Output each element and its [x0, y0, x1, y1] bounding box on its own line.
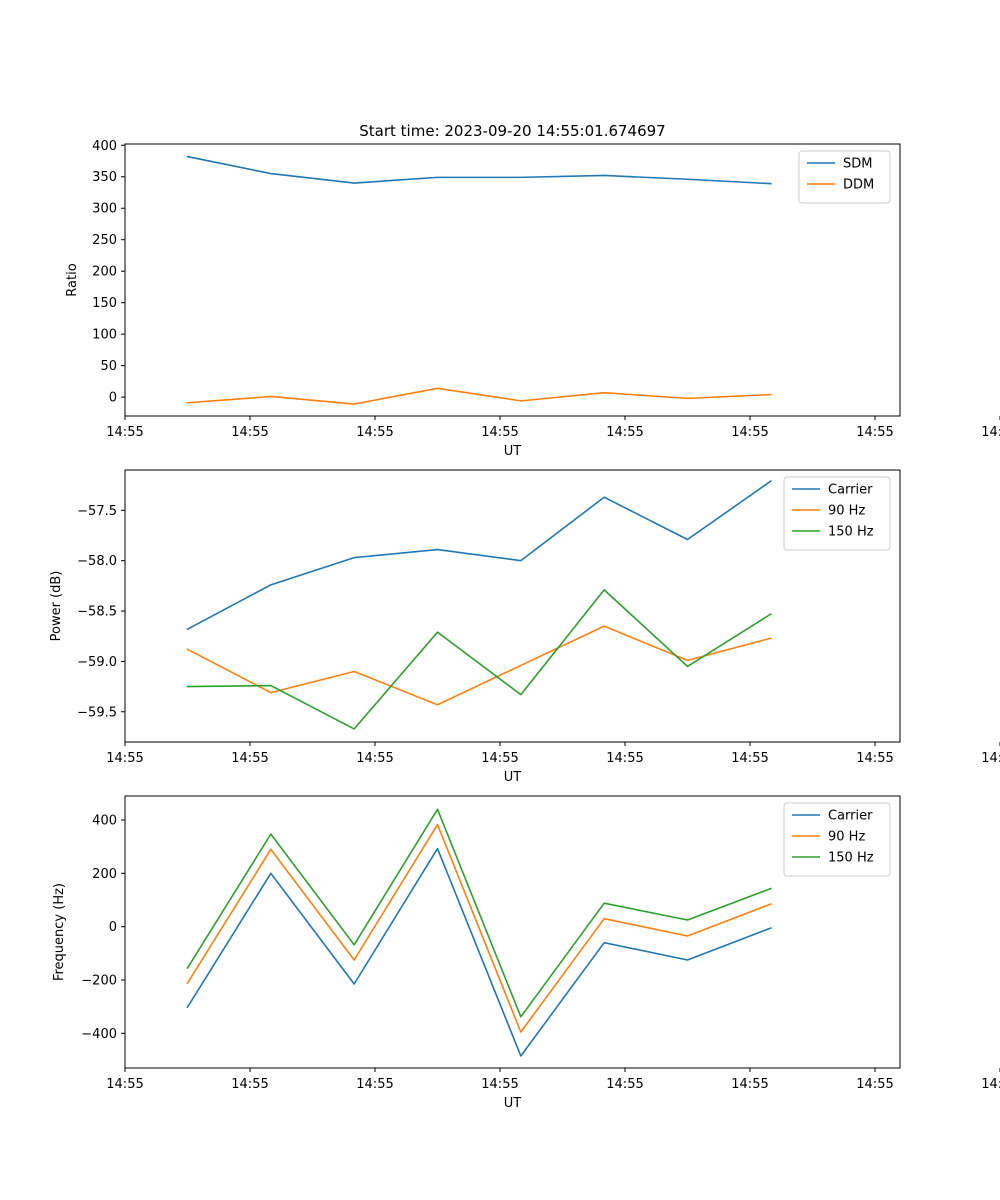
series-line-90-hz	[186, 625, 772, 706]
y-axis-label: Frequency (Hz)	[52, 883, 67, 981]
x-tick-label: 14:55	[481, 425, 518, 440]
y-tick-label: −57.5	[77, 504, 117, 519]
legend: Carrier 90 Hz 150 Hz	[783, 802, 891, 877]
x-tick-label: 14:55	[106, 1077, 143, 1092]
series-line-carrier	[186, 847, 772, 1057]
legend-box	[798, 150, 891, 204]
legend-label: 150 Hz	[828, 525, 874, 540]
y-tick-label: 100	[92, 328, 117, 343]
x-tick-label: 14:55	[731, 425, 768, 440]
legend-label: Carrier	[828, 809, 873, 824]
y-tick-label: 300	[92, 202, 117, 217]
x-axis-label: UT	[504, 444, 522, 459]
x-tick-label: 14:55	[856, 425, 893, 440]
x-tick-label: 14:55	[481, 1077, 518, 1092]
axes-frame	[124, 143, 901, 417]
panel-3: 14:55 14:55 14:55 14:55 14:55 14:55 14:55 14:56…	[52, 795, 1000, 1111]
y-tick-label: −58.0	[77, 554, 117, 569]
y-tick-label: 400	[92, 814, 117, 829]
x-tick-label: 14:55	[606, 425, 643, 440]
legend-label: DDM	[843, 178, 874, 193]
legend: Carrier 90 Hz 150 Hz	[783, 476, 891, 551]
x-tick-label: 14:55	[231, 1077, 268, 1092]
y-tick-label: 0	[109, 391, 117, 406]
legend: SDM DDM	[798, 150, 891, 204]
x-axis-label: UT	[504, 1096, 522, 1111]
y-tick-label: 400	[92, 139, 117, 154]
legend-label: 90 Hz	[828, 504, 865, 519]
y-tick-label: 0	[109, 920, 117, 935]
x-tick-label: 14:55	[231, 425, 268, 440]
y-axis-label: Power (dB)	[49, 571, 64, 642]
x-tick-label: 14:55	[356, 751, 393, 766]
legend-label: 90 Hz	[828, 830, 865, 845]
figure-title: Start time: 2023-09-20 14:55:01.674697	[359, 122, 665, 140]
y-axis-label: Ratio	[65, 263, 80, 296]
x-tick-label: 14:55	[106, 751, 143, 766]
panel-1: 14:55 14:55 14:55 14:55 14:55 14:55 14:55 14:56…	[65, 139, 1000, 459]
x-tick-label: 14:56	[981, 1077, 1000, 1092]
x-tick-label: 14:56	[981, 751, 1000, 766]
x-tick-label: 14:55	[481, 751, 518, 766]
x-tick-label: 14:55	[731, 1077, 768, 1092]
x-tick-label: 14:55	[231, 751, 268, 766]
series-line-ddm	[186, 387, 772, 405]
panel-2: 14:55 14:55 14:55 14:55 14:55 14:55 14:55 14:56…	[49, 469, 1000, 785]
y-tick-label: 50	[100, 359, 117, 374]
x-axis-label: UT	[504, 770, 522, 785]
x-tick-label: 14:56	[981, 425, 1000, 440]
legend-label: Carrier	[828, 483, 873, 498]
y-tick-label: −59.5	[77, 705, 117, 720]
y-tick-label: 200	[92, 867, 117, 882]
x-tick-label: 14:55	[856, 751, 893, 766]
x-tick-label: 14:55	[856, 1077, 893, 1092]
x-tick-label: 14:55	[606, 1077, 643, 1092]
x-tick-label: 14:55	[356, 1077, 393, 1092]
series-line-90-hz	[186, 823, 772, 1033]
series-line-150-hz	[186, 808, 772, 1018]
y-tick-label: 250	[92, 233, 117, 248]
x-tick-label: 14:55	[356, 425, 393, 440]
series-line-150-hz	[186, 589, 772, 730]
y-tick-label: 150	[92, 296, 117, 311]
y-tick-label: 350	[92, 170, 117, 185]
x-tick-label: 14:55	[731, 751, 768, 766]
y-tick-label: 200	[92, 265, 117, 280]
x-tick-label: 14:55	[106, 425, 143, 440]
y-tick-label: −59.0	[77, 655, 117, 670]
y-tick-label: −200	[81, 974, 117, 989]
series-line-carrier	[186, 479, 772, 631]
y-tick-label: −400	[81, 1027, 117, 1042]
legend-label: 150 Hz	[828, 851, 874, 866]
axes-frame	[124, 469, 901, 743]
series-line-sdm	[186, 155, 772, 185]
legend-label: SDM	[843, 157, 872, 172]
x-tick-label: 14:55	[606, 751, 643, 766]
y-tick-label: −58.5	[77, 605, 117, 620]
axes-frame	[124, 795, 901, 1069]
